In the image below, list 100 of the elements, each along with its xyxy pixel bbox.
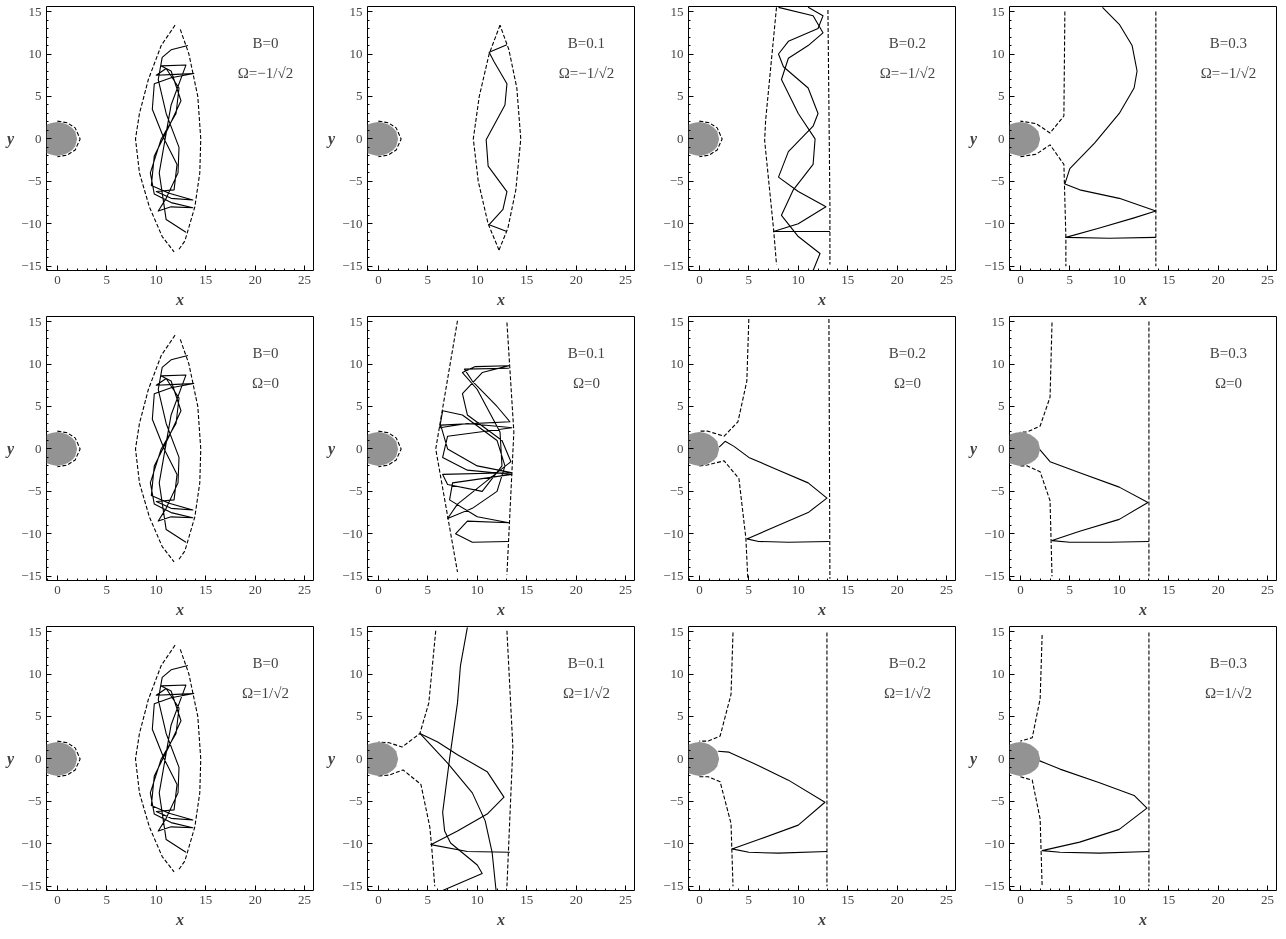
y-tick-label: −15	[342, 568, 363, 584]
y-tick-label: 10	[349, 356, 363, 372]
x-tick-label: 20	[569, 581, 583, 597]
x-tick-label: 0	[54, 581, 61, 597]
y-tick-label: 0	[677, 750, 684, 766]
y-tick-label: 5	[35, 398, 42, 414]
x-tick-label: 10	[791, 581, 805, 597]
x-tick-label: 25	[940, 891, 954, 907]
y-tick-label: −10	[21, 215, 42, 231]
x-tick-label: 5	[424, 581, 432, 597]
annotation: Ω=0	[251, 374, 279, 391]
y-tick-label: 10	[991, 666, 1005, 682]
y-axis-title: y	[326, 130, 337, 148]
x-tick-label: 5	[745, 891, 753, 907]
y-tick-label: 10	[991, 356, 1005, 372]
y-tick-label: 10	[670, 666, 684, 682]
x-tick-label: 20	[569, 891, 583, 907]
x-tick-label: 10	[470, 891, 484, 907]
y-tick-label: −10	[984, 215, 1005, 231]
y-tick-label: 10	[670, 356, 684, 372]
y-tick-label: −10	[984, 835, 1005, 851]
y-tick-label: −15	[663, 258, 684, 274]
y-tick-label: −5	[27, 483, 42, 499]
y-tick-label: −5	[27, 173, 42, 189]
x-tick-label: 0	[696, 581, 703, 597]
x-tick-label: 5	[103, 891, 111, 907]
y-axis-title: y	[326, 440, 337, 458]
x-axis-title: x	[817, 910, 826, 928]
x-tick-label: 5	[103, 581, 111, 597]
x-tick-label: 10	[1112, 891, 1126, 907]
y-tick-label: 15	[670, 3, 684, 19]
annotation: B=0	[252, 35, 279, 52]
y-tick-label: −15	[984, 258, 1005, 274]
annotation: Ω=−1/√2	[1200, 64, 1257, 81]
x-tick-label: 10	[149, 891, 163, 907]
y-tick-label: −10	[342, 215, 363, 231]
y-tick-label: 0	[356, 440, 363, 456]
x-tick-label: 10	[470, 271, 484, 287]
x-tick-label: 0	[375, 271, 382, 287]
y-tick-label: 0	[356, 130, 363, 146]
y-tick-label: −5	[990, 793, 1005, 809]
y-tick-label: 10	[670, 46, 684, 62]
x-tick-label: 25	[940, 581, 954, 597]
x-tick-label: 10	[1112, 271, 1126, 287]
y-tick-label: 0	[998, 440, 1005, 456]
y-tick-label: 10	[28, 666, 42, 682]
y-tick-label: 15	[28, 313, 42, 329]
y-tick-label: 5	[998, 88, 1005, 104]
annotation: Ω=0	[893, 374, 921, 391]
x-tick-label: 25	[940, 271, 954, 287]
x-tick-label: 0	[1017, 271, 1024, 287]
annotation: B=0.3	[1209, 35, 1248, 52]
y-axis-title: y	[326, 750, 337, 768]
x-tick-label: 0	[696, 891, 703, 907]
y-tick-label: −15	[342, 258, 363, 274]
x-tick-label: 15	[520, 581, 534, 597]
x-tick-label: 10	[1112, 581, 1126, 597]
x-tick-label: 25	[1261, 271, 1275, 287]
y-tick-label: −10	[342, 525, 363, 541]
annotation: B=0	[252, 345, 279, 362]
x-tick-label: 20	[890, 581, 904, 597]
y-tick-label: 5	[356, 398, 363, 414]
x-tick-label: 15	[520, 271, 534, 287]
x-axis-title: x	[175, 290, 184, 308]
y-tick-label: 5	[998, 708, 1005, 724]
x-axis-title: x	[1138, 290, 1147, 308]
annotation: B=0.3	[1209, 345, 1248, 362]
x-tick-label: 20	[569, 271, 583, 287]
y-tick-label: 15	[28, 623, 42, 639]
x-tick-label: 15	[199, 891, 213, 907]
x-tick-label: 5	[424, 271, 432, 287]
y-tick-label: 0	[998, 750, 1005, 766]
y-tick-label: −5	[27, 793, 42, 809]
y-tick-label: −15	[663, 568, 684, 584]
x-tick-label: 10	[149, 581, 163, 597]
y-tick-label: 0	[356, 750, 363, 766]
x-tick-label: 20	[1211, 581, 1225, 597]
x-tick-label: 5	[1066, 891, 1074, 907]
y-tick-label: 0	[35, 440, 42, 456]
y-tick-label: −15	[21, 878, 42, 894]
x-axis-title: x	[496, 600, 505, 618]
y-tick-label: 5	[35, 708, 42, 724]
y-tick-label: 0	[35, 750, 42, 766]
annotation: B=0.1	[567, 345, 606, 362]
x-tick-label: 0	[1017, 891, 1024, 907]
y-tick-label: −15	[342, 878, 363, 894]
y-tick-label: −5	[348, 483, 363, 499]
x-tick-label: 15	[841, 891, 855, 907]
x-tick-label: 5	[745, 271, 753, 287]
annotation: Ω=−1/√2	[558, 64, 615, 81]
x-tick-label: 25	[298, 581, 312, 597]
y-tick-label: 5	[677, 708, 684, 724]
x-tick-label: 25	[619, 271, 633, 287]
x-tick-label: 25	[1261, 891, 1275, 907]
x-tick-label: 10	[470, 581, 484, 597]
x-tick-label: 5	[424, 891, 432, 907]
y-tick-label: 10	[991, 46, 1005, 62]
annotation: Ω=0	[572, 374, 600, 391]
annotation: Ω=1/√2	[562, 684, 610, 701]
y-axis-title: y	[5, 130, 16, 148]
